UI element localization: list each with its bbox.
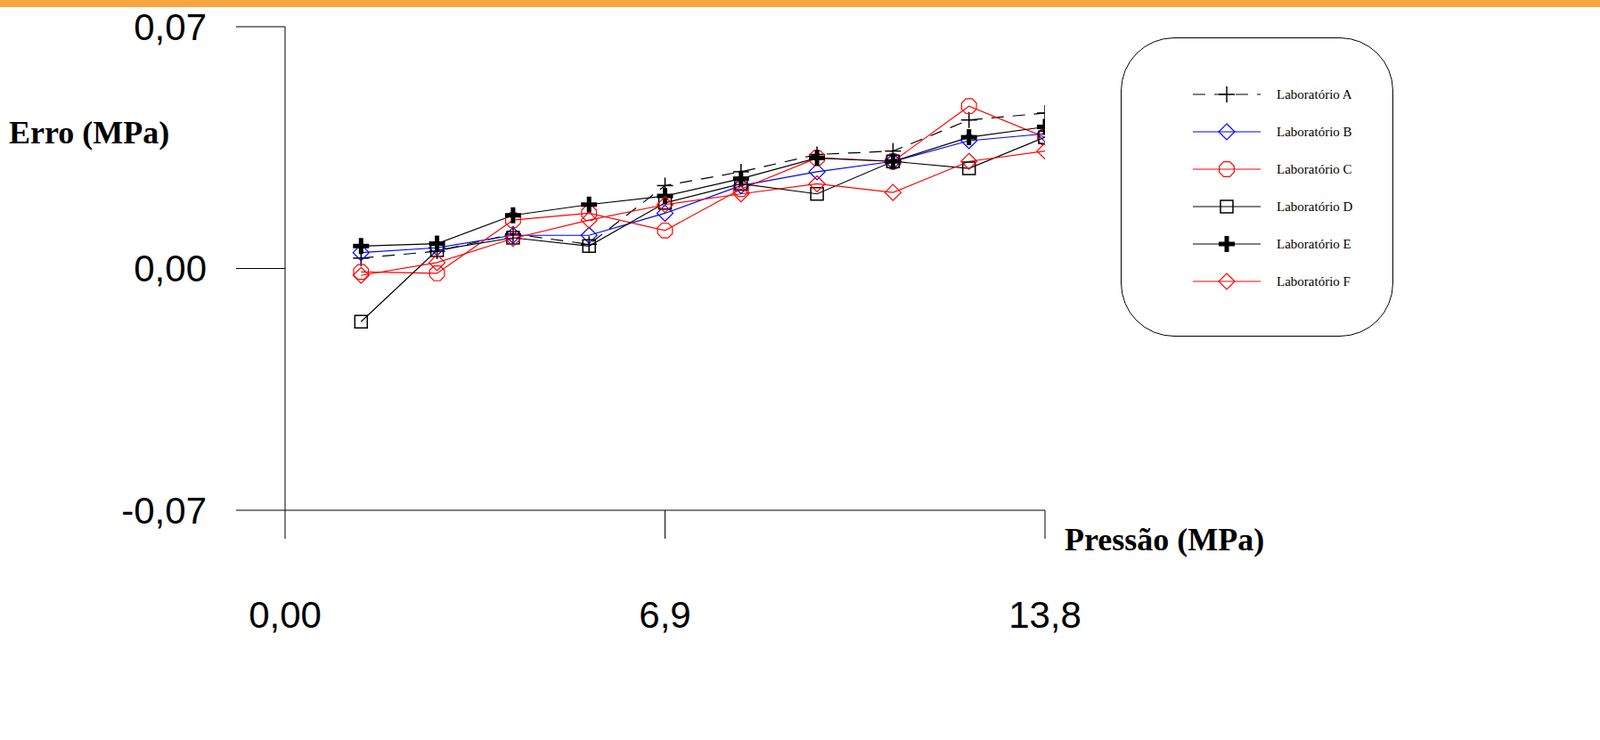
- svg-text:-0,07: -0,07: [121, 489, 207, 532]
- html-text:Laboratório A: Laboratório A: [1276, 86, 1352, 102]
- html-text:Laboratório F: Laboratório F: [1276, 273, 1351, 289]
- html-text:Laboratório B: Laboratório B: [1276, 124, 1352, 139]
- html-text:Laboratório D: Laboratório D: [1276, 199, 1353, 214]
- svg-text:0,00: 0,00: [248, 594, 322, 637]
- html-text:Erro (MPa): Erro (MPa): [8, 114, 170, 151]
- svg-text:0,07: 0,07: [133, 6, 207, 49]
- html-text:Laboratório E: Laboratório E: [1276, 236, 1352, 251]
- html-text:Laboratório C: Laboratório C: [1276, 161, 1352, 176]
- svg-text:0,00: 0,00: [133, 247, 207, 290]
- svg-text:13,8: 13,8: [1008, 594, 1082, 637]
- html-text:Pressão (MPa): Pressão (MPa): [1064, 522, 1265, 558]
- svg-text:6,9: 6,9: [638, 594, 691, 637]
